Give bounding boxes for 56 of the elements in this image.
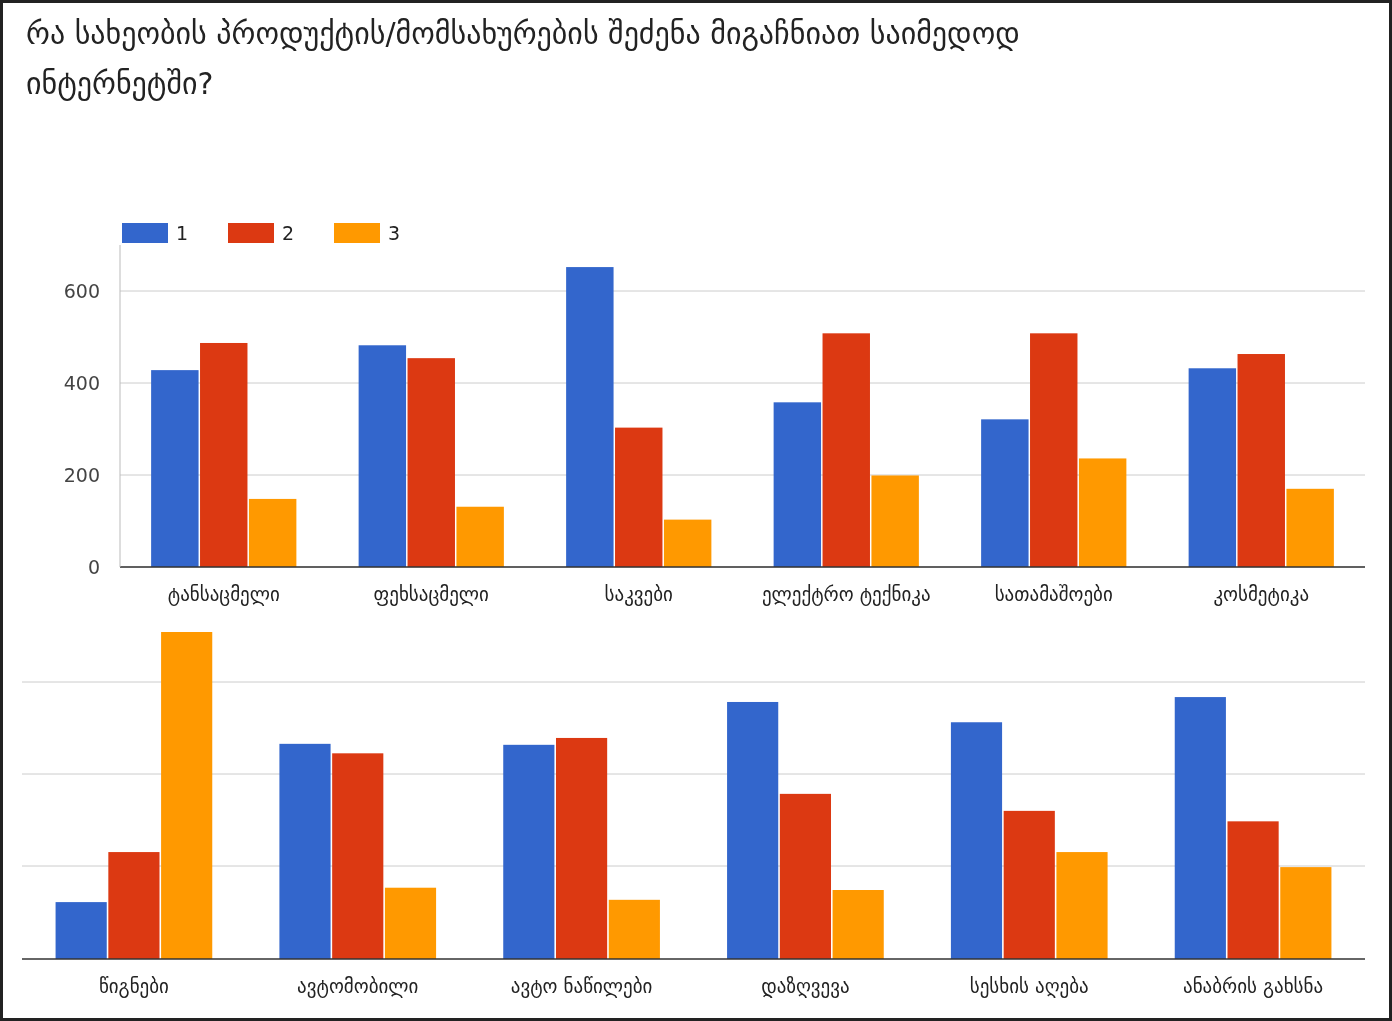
legend-label: 3 (388, 221, 401, 244)
bar (55, 902, 107, 959)
x-tick-label: ფეხსაცმელი (373, 583, 489, 606)
bar (279, 743, 331, 959)
bar (161, 632, 213, 959)
bar (832, 890, 884, 959)
bar (779, 793, 831, 959)
x-tick-label: ავტო ნაწილები (510, 975, 653, 998)
x-tick-label: სათამაშოები (994, 583, 1113, 606)
bar (200, 342, 248, 567)
bar (566, 267, 614, 567)
bar (1188, 368, 1237, 567)
bar (822, 333, 870, 567)
bar (108, 852, 160, 959)
x-tick-label: დაზღვევა (761, 975, 850, 998)
bar (151, 370, 199, 567)
bar (950, 722, 1003, 959)
legend-label: 1 (176, 221, 189, 244)
bar (456, 506, 504, 567)
bar (871, 475, 919, 567)
x-tick-label: სესხის აღება (969, 975, 1089, 998)
bar (332, 753, 384, 959)
x-tick-label: ტანსაცმელი (167, 583, 280, 606)
bar (556, 737, 608, 959)
bar (384, 887, 437, 959)
x-tick-label: საკვები (604, 583, 673, 606)
chart-title: რა სახეობის პროდუქტის/მომსახურების შეძენა მიგაჩნიათ საიმედოდ ინტერნეტში? (26, 16, 1020, 101)
bar (608, 899, 660, 959)
x-tick-label: ავტომობილი (297, 975, 419, 998)
bar (1056, 852, 1108, 959)
bar (615, 427, 663, 567)
bar (981, 419, 1029, 567)
bar (663, 519, 712, 567)
y-tick-label: 400 (63, 371, 100, 394)
y-tick-label: 200 (63, 463, 100, 486)
x-tick-label: ელექტრო ტექნიკა (761, 583, 931, 606)
bar (727, 701, 779, 959)
y-tick-label: 600 (63, 279, 100, 302)
bar (407, 358, 455, 567)
bar (1174, 697, 1226, 959)
legend-label: 2 (282, 221, 295, 244)
bar (773, 402, 822, 567)
x-tick-label: ანაბრის გახსნა (1183, 975, 1324, 998)
x-tick-label: წიგნები (98, 975, 169, 998)
bar (248, 498, 297, 567)
bar (1078, 458, 1127, 567)
bar (503, 744, 555, 959)
bar (1280, 867, 1332, 959)
bar (1003, 810, 1055, 959)
y-tick-label: 0 (87, 555, 100, 578)
bar (358, 345, 407, 567)
x-tick-label: კოსმეტიკა (1213, 583, 1310, 606)
bar (1030, 333, 1078, 567)
bar (1286, 488, 1334, 567)
bar (1227, 821, 1279, 959)
bar (1237, 354, 1285, 567)
